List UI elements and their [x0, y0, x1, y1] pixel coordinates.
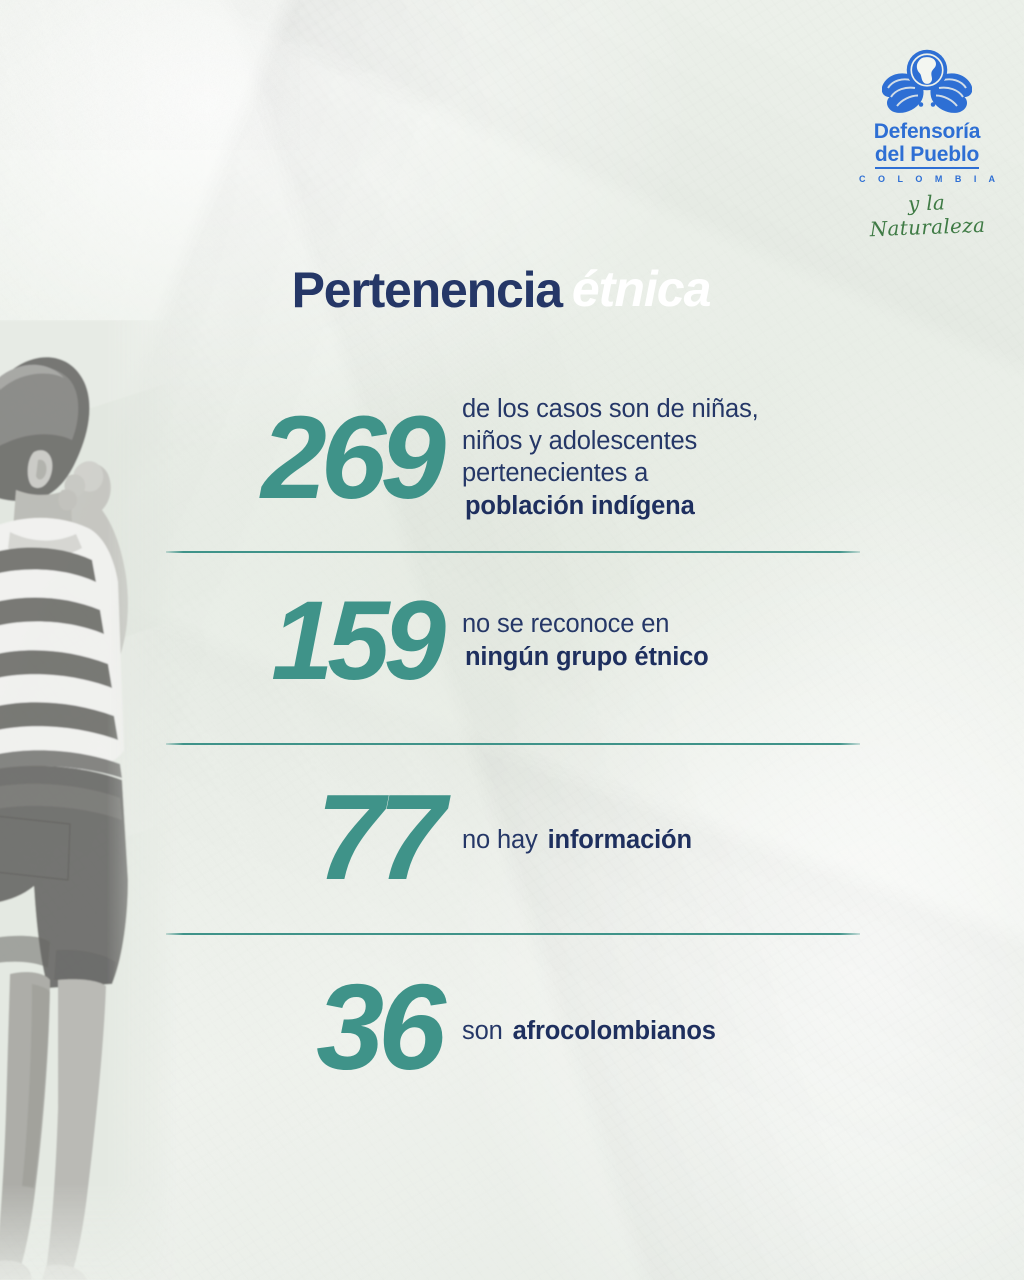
- stat-highlight-text-4: afrocolombianos: [512, 1016, 716, 1045]
- stat-highlight-text-1: población indígena: [465, 491, 695, 520]
- stat-block-2: 159 no se reconoce en ningún grupo étnic…: [196, 578, 896, 704]
- stat-prefix-3: no hay: [462, 825, 545, 854]
- stat-block-4: 36 son afrocolombianos: [196, 962, 896, 1092]
- title-highlight-brush: étnica: [556, 258, 733, 322]
- stat-text-line: de los casos son de niñas,: [462, 394, 759, 423]
- stat-highlight-brush-1: población indígena: [455, 489, 709, 524]
- stat-number-3: 77: [316, 768, 446, 905]
- stat-highlight-brush-3: información: [538, 823, 706, 858]
- stat-number-4: 36: [316, 958, 446, 1095]
- stat-highlight-text-3: información: [547, 825, 692, 854]
- stat-block-3: 77 no hay información: [196, 772, 896, 902]
- stat-text-4: son afrocolombianos: [462, 1014, 730, 1049]
- stat-block-1: 269 de los casos son de niñas, niños y a…: [196, 378, 896, 538]
- stat-prefix-4: son: [462, 1016, 510, 1045]
- divider-2: [166, 743, 860, 745]
- stat-text-line: pertenecientes a: [462, 458, 649, 487]
- stat-text-3: no hay información: [462, 823, 706, 858]
- boy-photo: [0, 320, 177, 1280]
- stat-text-2: no se reconoce en ningún grupo étnico: [462, 608, 723, 675]
- stat-text-1: de los casos son de niñas, niños y adole…: [462, 393, 759, 524]
- stat-number-2: 159: [271, 578, 446, 704]
- stat-highlight-brush-4: afrocolombianos: [503, 1014, 730, 1049]
- divider-3: [166, 933, 860, 935]
- title-plain-text: Pertenencia: [291, 262, 563, 318]
- logo-country-label: C O L O M B I A: [858, 174, 1000, 184]
- defensoria-logo: Defensoría del Pueblo C O L O M B I A y …: [852, 44, 1002, 242]
- stat-highlight-text-2: ningún grupo étnico: [465, 642, 709, 671]
- stat-text-line: niños y adolescentes: [462, 426, 698, 455]
- stat-number-1: 269: [261, 391, 446, 524]
- doves-colombia-map-icon: [882, 49, 972, 113]
- logo-tagline: y la Naturaleza: [869, 190, 986, 242]
- logo-name-line-1: Defensoría: [873, 120, 981, 143]
- stat-highlight-brush-2: ningún grupo étnico: [455, 640, 723, 675]
- paper-grain-overlay: [0, 0, 300, 150]
- stat-text-line: no se reconoce en: [462, 609, 670, 638]
- title-highlight-text: étnica: [571, 261, 712, 317]
- logo-name-line-2: del Pueblo: [874, 143, 979, 169]
- divider-1: [166, 551, 860, 553]
- page-title: Pertenencia étnica: [0, 258, 1024, 322]
